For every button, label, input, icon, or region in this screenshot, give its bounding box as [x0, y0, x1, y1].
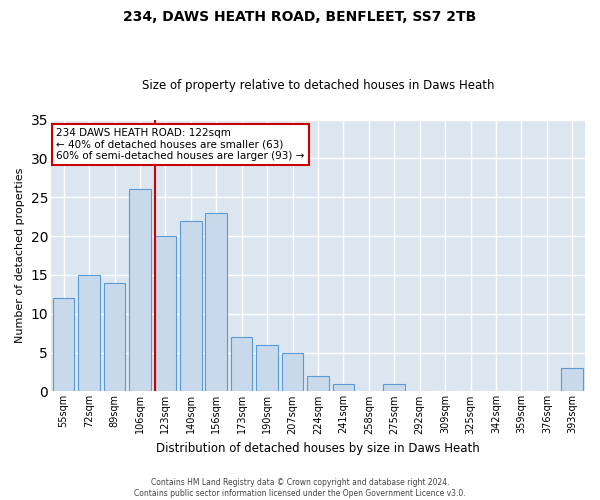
Bar	[53, 298, 74, 392]
Bar	[180, 220, 202, 392]
Bar	[205, 213, 227, 392]
Bar	[78, 275, 100, 392]
Y-axis label: Number of detached properties: Number of detached properties	[15, 168, 25, 343]
Text: 234 DAWS HEATH ROAD: 122sqm
← 40% of detached houses are smaller (63)
60% of sem: 234 DAWS HEATH ROAD: 122sqm ← 40% of det…	[56, 128, 305, 161]
Bar	[155, 236, 176, 392]
Bar	[104, 282, 125, 392]
X-axis label: Distribution of detached houses by size in Daws Heath: Distribution of detached houses by size …	[156, 442, 480, 455]
Bar	[282, 352, 304, 392]
Bar	[383, 384, 405, 392]
Bar	[129, 190, 151, 392]
Bar	[231, 337, 253, 392]
Bar	[256, 345, 278, 392]
Bar	[332, 384, 354, 392]
Title: Size of property relative to detached houses in Daws Heath: Size of property relative to detached ho…	[142, 79, 494, 92]
Bar	[562, 368, 583, 392]
Text: 234, DAWS HEATH ROAD, BENFLEET, SS7 2TB: 234, DAWS HEATH ROAD, BENFLEET, SS7 2TB	[124, 10, 476, 24]
Bar	[307, 376, 329, 392]
Text: Contains HM Land Registry data © Crown copyright and database right 2024.
Contai: Contains HM Land Registry data © Crown c…	[134, 478, 466, 498]
